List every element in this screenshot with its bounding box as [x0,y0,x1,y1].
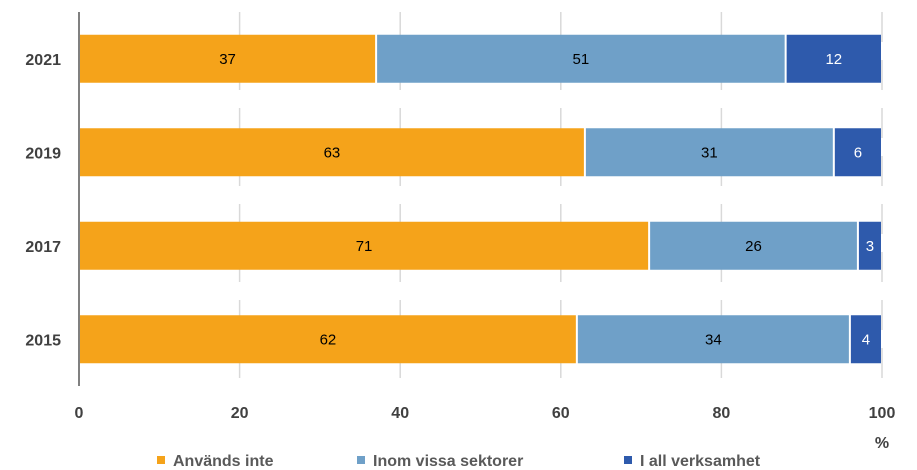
data-label-2015-series-0: 62 [320,331,337,348]
bar-2021-series-1 [377,34,785,83]
x-tick-label-40: 40 [391,405,409,422]
x-unit-label: % [875,435,889,452]
category-labels: 2021 2019 2017 2015 [25,52,61,350]
category-label-2017: 2017 [25,239,61,256]
bar-2019-series-1 [585,128,833,177]
category-label-2019: 2019 [25,145,61,162]
bar-2017-series-0 [80,221,649,270]
x-tick-label-0: 0 [75,405,84,422]
data-label-2019-series-1: 31 [701,144,718,161]
bar-2017-series-1 [650,221,857,270]
legend: Används inte Inom vissa sektorer I all ver… [157,453,761,470]
data-label-2019-series-0: 63 [324,144,341,161]
bar-2015-series-0 [80,315,576,364]
data-label-2021-series-1: 51 [573,51,590,68]
x-tick-label-100: 100 [869,405,896,422]
bar-2021-series-2 [786,34,881,83]
x-tick-label-80: 80 [713,405,731,422]
bar-2019-series-0 [80,128,584,177]
legend-swatch-0 [157,456,165,464]
legend-swatch-1 [357,456,365,464]
category-label-2015: 2015 [25,332,61,349]
data-label-2021-series-0: 37 [219,51,236,68]
legend-label-1: Inom vissa sektorer [373,453,523,470]
data-label-2015-series-2: 4 [862,331,870,348]
x-tick-labels: 0 20 40 60 80 100 [75,405,896,422]
data-label-2015-series-1: 34 [705,331,722,348]
bar-2015-series-1 [577,315,849,364]
data-label-2019-series-2: 6 [854,144,862,161]
data-label-2017-series-2: 3 [866,238,874,255]
bar-2021-series-0 [80,34,376,83]
data-label-2017-series-0: 71 [356,238,373,255]
category-label-2021: 2021 [25,52,61,69]
bar-2019-series-2 [834,128,881,177]
legend-swatch-2 [624,456,632,464]
data-label-2021-series-2: 12 [825,51,842,68]
bar-2017-series-2 [858,221,881,270]
bars: 37 51 12 63 31 6 71 26 3 62 34 4 [80,34,881,364]
legend-label-2: I all verksamhet [640,453,761,470]
legend-label-0: Används inte [173,453,274,470]
x-tick-label-60: 60 [552,405,570,422]
data-label-2017-series-1: 26 [745,238,762,255]
x-tick-label-20: 20 [231,405,249,422]
bar-2015-series-2 [850,315,881,364]
